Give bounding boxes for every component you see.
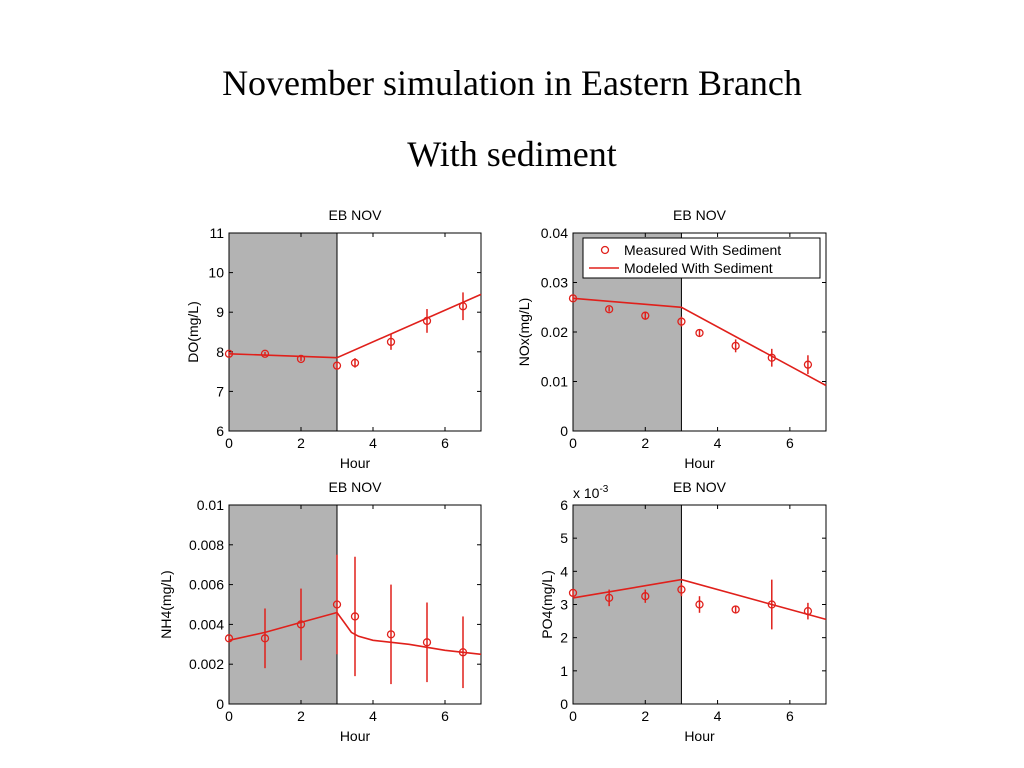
y-tick-label: 4 xyxy=(560,563,568,579)
panel-nox: 0 2 4 6 0 0.01 0.02 0.03 0.04 EB NOV Hour NOx(mg/L)… xyxy=(516,207,827,471)
y-tick-label: 0.002 xyxy=(189,656,224,672)
measured-point xyxy=(641,592,650,601)
y-tick-label: 8 xyxy=(216,344,224,360)
measured-point xyxy=(332,600,342,609)
shaded-region xyxy=(573,505,682,704)
plot-frame xyxy=(228,232,482,432)
x-tick-label: 2 xyxy=(641,435,649,451)
measured-point xyxy=(350,358,360,368)
x-tick-label: 4 xyxy=(369,435,377,451)
x-axis-label: Hour xyxy=(684,455,715,471)
panel-title: EB NOV xyxy=(329,479,383,495)
measured-point xyxy=(260,634,270,643)
panel-title: EB NOV xyxy=(673,207,727,223)
legend-label-measured: Measured With Sediment xyxy=(624,242,781,258)
x-tick-label: 0 xyxy=(225,435,233,451)
measured-point xyxy=(803,360,813,369)
y-tick-label: 0.004 xyxy=(189,616,224,632)
legend-marker-measured xyxy=(600,245,610,255)
measured-point xyxy=(677,585,686,594)
y-axis-label: NH4(mg/L) xyxy=(158,570,174,638)
x-tick-label: 6 xyxy=(441,708,449,724)
measured-point xyxy=(350,612,360,621)
measured-point xyxy=(296,620,306,629)
measured-point xyxy=(332,361,342,370)
y-tick-label: 9 xyxy=(216,304,224,320)
y-tick-label: 0 xyxy=(560,696,568,712)
measured-point xyxy=(386,337,396,347)
y-tick-label: 0.006 xyxy=(189,577,224,593)
y-tick-label: 11 xyxy=(209,225,224,241)
x-tick-label: 6 xyxy=(441,435,449,451)
y-axis-label: PO4(mg/L) xyxy=(539,570,555,638)
y-tick-label: 0.01 xyxy=(541,374,568,390)
y-tick-label: 0 xyxy=(560,423,568,439)
x-tick-label: 2 xyxy=(297,435,305,451)
measured-point xyxy=(695,600,704,609)
y-axis-multiplier: x 10-3 xyxy=(573,484,609,501)
y-tick-label: 3 xyxy=(560,597,568,613)
modeled-line xyxy=(572,578,827,621)
measured-point xyxy=(422,638,432,647)
modeled-line xyxy=(572,297,827,387)
x-tick-label: 0 xyxy=(225,708,233,724)
measured-point xyxy=(677,317,686,326)
x-tick-label: 2 xyxy=(641,708,649,724)
measured-point xyxy=(604,305,614,314)
y-tick-label: 10 xyxy=(208,265,224,281)
measured-point xyxy=(731,605,740,614)
y-tick-label: 0.02 xyxy=(541,324,568,340)
measured-point xyxy=(695,328,704,338)
shaded-region xyxy=(229,505,337,704)
measured-point xyxy=(604,593,614,603)
x-tick-label: 4 xyxy=(714,708,722,724)
x-tick-label: 0 xyxy=(569,435,577,451)
y-tick-label: 0.04 xyxy=(541,225,568,241)
x-tick-label: 6 xyxy=(786,708,794,724)
panel-title: EB NOV xyxy=(329,207,383,223)
panel-nh4: 0 2 4 6 0 0.002 0.004 0.006 0.008 0.01 EB NOV Hour N… xyxy=(158,479,482,744)
y-tick-label: 1 xyxy=(560,663,568,679)
measured-point xyxy=(296,354,306,364)
legend-box xyxy=(582,237,821,279)
x-tick-label: 6 xyxy=(786,435,794,451)
y-tick-label: 2 xyxy=(560,630,568,646)
measured-point xyxy=(767,600,776,609)
y-tick-label: 7 xyxy=(216,383,224,399)
measured-point xyxy=(260,349,270,358)
x-tick-label: 4 xyxy=(714,435,722,451)
x-axis-label: Hour xyxy=(340,728,371,744)
panel-title: EB NOV xyxy=(673,479,727,495)
y-tick-label: 0.01 xyxy=(197,497,224,513)
x-tick-label: 2 xyxy=(297,708,305,724)
slide-subtitle: With sediment xyxy=(407,134,617,174)
measured-point xyxy=(386,630,396,639)
y-tick-label: 5 xyxy=(560,530,568,546)
legend-label-modeled: Modeled With Sediment xyxy=(624,260,773,276)
y-axis-label: NOx(mg/L) xyxy=(516,298,532,366)
y-tick-label: 6 xyxy=(560,497,568,513)
measured-point xyxy=(731,341,740,351)
modeled-line xyxy=(228,611,482,656)
measured-point xyxy=(224,634,234,643)
plot-frame xyxy=(228,504,482,705)
y-tick-label: 0.008 xyxy=(189,537,224,553)
y-tick-label: 0.03 xyxy=(541,275,568,291)
x-tick-label: 4 xyxy=(369,708,377,724)
measured-point xyxy=(641,311,650,320)
shaded-region xyxy=(229,233,337,431)
y-tick-label: 0 xyxy=(216,696,224,712)
y-tick-label: 6 xyxy=(216,423,224,439)
y-axis-label: DO(mg/L) xyxy=(185,301,201,362)
modeled-line xyxy=(228,293,482,359)
x-axis-label: Hour xyxy=(340,455,371,471)
x-tick-label: 0 xyxy=(569,708,577,724)
measured-point xyxy=(568,588,578,598)
slide-title: November simulation in Eastern Branch xyxy=(222,63,802,103)
panel-do: 0 2 4 6 6 7 8 9 10 11 EB NOV Hour DO(mg/L) xyxy=(185,207,482,471)
panel-po4: 0 2 4 6 0 1 2 3 4 5 6 EB NOV Hour PO4(mg/L) x 10-3 xyxy=(539,479,827,744)
x-axis-label: Hour xyxy=(684,728,715,744)
